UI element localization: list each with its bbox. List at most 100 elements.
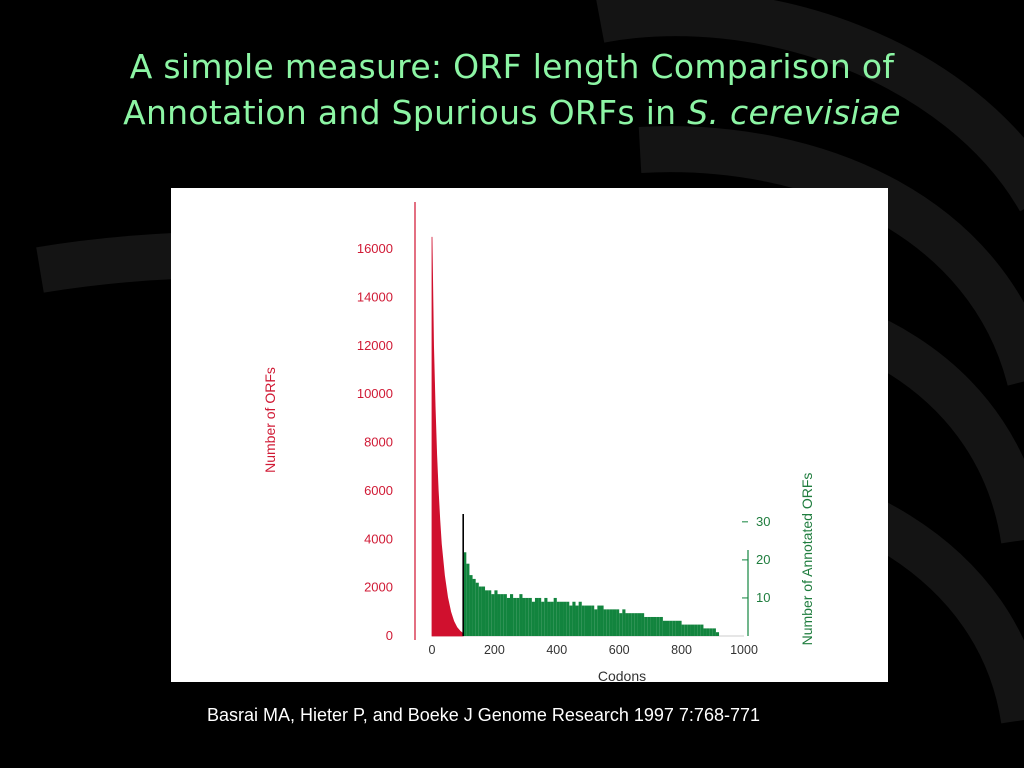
- annotated-orf-bar: [463, 552, 467, 636]
- annotated-orf-bar: [603, 609, 607, 636]
- title-text: A simple measure: ORF length Comparison …: [123, 47, 895, 132]
- y-left-tick-label: 14000: [357, 289, 393, 304]
- annotated-orf-bar: [594, 609, 598, 636]
- annotated-orf-bar: [472, 578, 476, 636]
- annotated-orf-bar: [559, 601, 564, 636]
- annotated-orf-bar: [659, 616, 663, 636]
- y-axis-label-left: Number of ORFs: [262, 367, 278, 473]
- annotated-orf-bar: [650, 616, 654, 636]
- annotated-orf-bar: [466, 563, 470, 636]
- y-left-tick-label: 6000: [364, 483, 393, 498]
- annotated-orf-bar: [684, 624, 688, 636]
- annotated-orf-bar: [647, 616, 651, 636]
- y-right-tick-label: 10: [756, 590, 770, 605]
- annotated-orf-bar: [669, 620, 673, 636]
- annotated-orfs-series: [463, 552, 720, 636]
- x-tick-label: 0: [429, 643, 436, 657]
- annotated-orf-bar: [634, 613, 638, 636]
- annotated-orf-bar: [541, 601, 545, 636]
- annotated-orf-bar: [678, 620, 682, 636]
- annotated-orf-bar: [478, 586, 482, 636]
- annotated-orf-bar: [625, 613, 629, 636]
- annotated-orf-bar: [497, 594, 501, 636]
- annotated-orf-bar: [531, 601, 535, 636]
- annotated-orf-bar: [628, 613, 632, 636]
- annotated-orf-bar: [550, 601, 554, 636]
- x-tick-label: 800: [671, 643, 692, 657]
- annotated-orf-bar: [506, 597, 510, 636]
- annotated-orf-bar: [491, 594, 495, 636]
- annotated-orf-bar: [581, 605, 585, 636]
- annotated-orf-bar: [616, 609, 620, 636]
- y-right-tick-label: 30: [756, 514, 770, 529]
- annotated-orf-bar: [534, 597, 539, 636]
- x-tick-label: 400: [546, 643, 567, 657]
- annotated-orf-bar: [528, 597, 532, 636]
- annotated-orf-bar: [662, 620, 666, 636]
- annotated-orf-bar: [675, 620, 679, 636]
- y-axis-label-right: Number of Annotated ORFs: [799, 473, 815, 646]
- slide-title: A simple measure: ORF length Comparison …: [40, 44, 984, 136]
- annotated-orf-bar: [694, 624, 698, 636]
- annotated-orf-bar: [606, 609, 610, 636]
- annotated-orf-bar: [622, 609, 626, 636]
- x-axis-label: Codons: [598, 668, 646, 682]
- y-left-tick-label: 4000: [364, 531, 393, 546]
- annotated-orf-bar: [591, 605, 595, 636]
- annotated-orf-bar: [641, 613, 645, 636]
- annotated-orf-bar: [510, 594, 514, 636]
- annotated-orf-bar: [697, 624, 701, 636]
- annotated-orf-bar: [672, 620, 676, 636]
- annotated-orf-bar: [612, 609, 617, 636]
- spurious-orfs-series: [431, 236, 464, 637]
- annotated-orf-bar: [588, 605, 592, 636]
- annotated-orf-bar: [572, 601, 576, 636]
- left-tick-labels: 0 2000 4000 6000 8000 10000 12000 14000 16000: [357, 241, 393, 643]
- annotated-orf-bar: [656, 616, 660, 636]
- y-left-tick-label: 10000: [357, 386, 393, 401]
- annotated-orf-bar: [488, 590, 492, 636]
- annotated-orf-bar: [619, 613, 623, 636]
- annotated-orf-bar: [575, 605, 579, 636]
- citation: Basrai MA, Hieter P, and Boeke J Genome …: [207, 705, 760, 725]
- annotated-orf-bar: [709, 628, 713, 636]
- annotated-orf-bar: [481, 586, 486, 636]
- annotated-orf-bar: [544, 597, 548, 636]
- annotated-orf-bar: [600, 605, 604, 636]
- annotated-orf-bar: [469, 575, 473, 636]
- x-tick-label: 1000: [730, 643, 758, 657]
- annotated-orf-bar: [503, 594, 507, 636]
- y-left-tick-label: 16000: [357, 241, 393, 256]
- y-left-tick-label: 2000: [364, 580, 393, 595]
- annotated-orf-bar: [578, 601, 582, 636]
- annotated-orf-bar: [644, 616, 648, 636]
- annotated-orf-bar: [522, 597, 526, 636]
- annotated-orf-bar: [513, 597, 517, 636]
- right-tick-labels: 10 20 30: [742, 514, 770, 605]
- annotated-orf-bar: [637, 613, 642, 636]
- annotated-orf-bar: [687, 624, 691, 636]
- x-tick-labels: 0 200 400 600 800 1000: [429, 643, 758, 657]
- annotated-orf-bar: [653, 616, 657, 636]
- annotated-orf-bar: [566, 601, 570, 636]
- annotated-orf-bar: [681, 624, 685, 636]
- annotated-orf-bar: [703, 628, 707, 636]
- annotated-orf-bar: [525, 597, 529, 636]
- y-left-tick-label: 0: [386, 628, 393, 643]
- y-right-tick-label: 20: [756, 552, 770, 567]
- annotated-orf-bar: [609, 609, 613, 636]
- annotated-orf-bar: [563, 601, 567, 636]
- x-tick-label: 600: [609, 643, 630, 657]
- annotated-orf-bar: [538, 597, 542, 636]
- title-species-italic: S. cerevisiae: [687, 93, 901, 132]
- annotated-orf-bar: [597, 605, 601, 636]
- chart-panel: 0 2000 4000 6000 8000 10000 12000 14000 16000 10…: [171, 188, 888, 682]
- annotated-orf-bar: [569, 605, 573, 636]
- y-left-tick-label: 8000: [364, 435, 393, 450]
- annotated-orf-bar: [690, 624, 695, 636]
- annotated-orf-bar: [519, 594, 523, 636]
- annotated-orf-bar: [584, 605, 588, 636]
- annotated-orf-bar: [700, 624, 704, 636]
- annotated-orf-bar: [485, 590, 489, 636]
